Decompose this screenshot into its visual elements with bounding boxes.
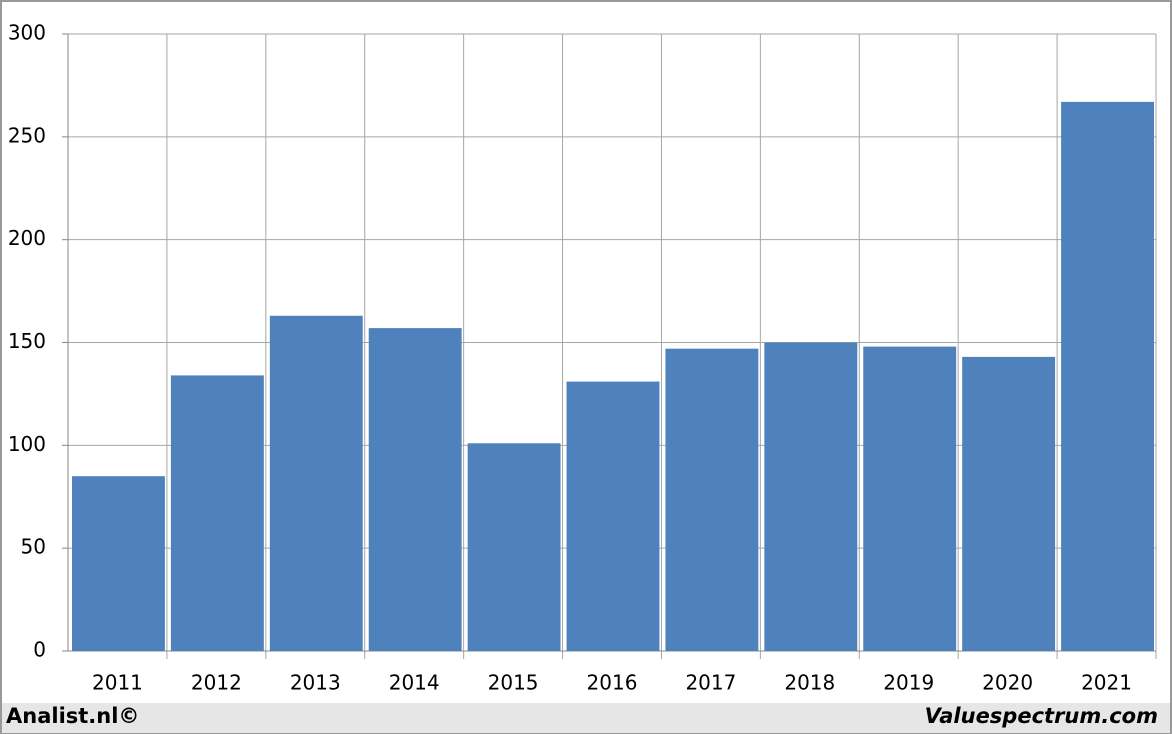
y-tick-label: 200 [8,226,46,250]
x-tick-label: 2016 [587,671,638,695]
bar [566,381,660,651]
x-tick-label: 2021 [1081,671,1132,695]
x-tick-label: 2019 [883,671,934,695]
footer-band [2,703,1170,733]
bar [170,375,264,651]
y-tick-label: 300 [8,21,46,45]
x-tick-label: 2011 [92,671,143,695]
x-tick-label: 2013 [290,671,341,695]
bar [269,315,363,651]
x-tick-label: 2018 [784,671,835,695]
bar [72,476,165,651]
bar [962,356,1056,651]
y-tick-label: 250 [8,123,46,147]
bar [665,348,759,651]
y-tick-label: 100 [8,432,46,456]
footer-right: Valuespectrum.com [925,704,1158,728]
bar [1061,101,1154,652]
bar [467,443,561,651]
bar [368,328,462,651]
y-tick-label: 0 [33,638,46,662]
bar [764,342,858,651]
x-tick-label: 2014 [389,671,440,695]
bar [863,346,957,651]
footer-left: Analist.nl© [6,704,139,728]
x-tick-label: 2012 [191,671,242,695]
x-tick-label: 2020 [982,671,1033,695]
x-tick-label: 2017 [685,671,736,695]
x-tick-label: 2015 [488,671,539,695]
y-tick-label: 150 [8,329,46,353]
y-tick-label: 50 [21,535,46,559]
